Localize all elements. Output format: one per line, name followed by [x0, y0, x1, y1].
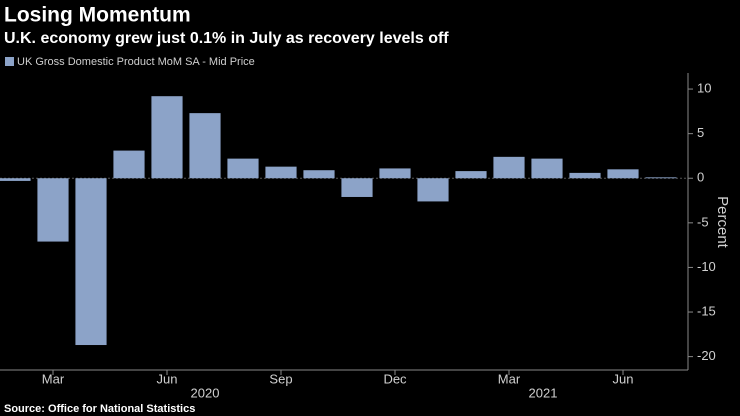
bar [569, 172, 601, 179]
y-tick-label: -5 [697, 214, 709, 229]
bar [455, 171, 487, 179]
bar [0, 178, 31, 181]
legend-label: UK Gross Domestic Product MoM SA - Mid P… [17, 56, 255, 68]
bar [265, 166, 297, 179]
x-tick-label: Dec [383, 371, 407, 386]
x-tick-label: Jun [157, 371, 178, 386]
bar [493, 156, 525, 179]
chart-subtitle: U.K. economy grew just 0.1% in July as r… [4, 30, 449, 47]
y-tick-label: -15 [697, 303, 716, 318]
bar [151, 96, 183, 179]
y-tick-label: 0 [697, 170, 704, 185]
bar [341, 178, 373, 197]
bar [113, 150, 145, 179]
bar [75, 178, 107, 346]
y-tick-label: -20 [697, 348, 716, 363]
x-tick-label: Sep [269, 371, 292, 386]
chart-title: Losing Momentum [4, 4, 191, 27]
year-label: 2021 [529, 385, 558, 400]
y-axis-title: Percent [714, 196, 731, 249]
bar [303, 170, 335, 179]
source: Source: Office for National Statistics [4, 403, 195, 415]
bar [379, 168, 411, 179]
bar [531, 158, 563, 179]
bar [37, 178, 69, 242]
bar [645, 177, 677, 179]
year-label: 2020 [191, 385, 220, 400]
x-tick-label: Mar [498, 371, 521, 386]
x-tick-label: Jun [613, 371, 634, 386]
y-tick-label: 5 [697, 125, 704, 140]
bar [227, 158, 259, 179]
bar [189, 113, 221, 179]
y-tick-label: 10 [697, 80, 711, 95]
bar [417, 178, 449, 202]
bar [607, 169, 639, 179]
x-tick-label: Mar [42, 371, 65, 386]
legend-swatch [5, 57, 14, 66]
y-tick-label: -10 [697, 259, 716, 274]
